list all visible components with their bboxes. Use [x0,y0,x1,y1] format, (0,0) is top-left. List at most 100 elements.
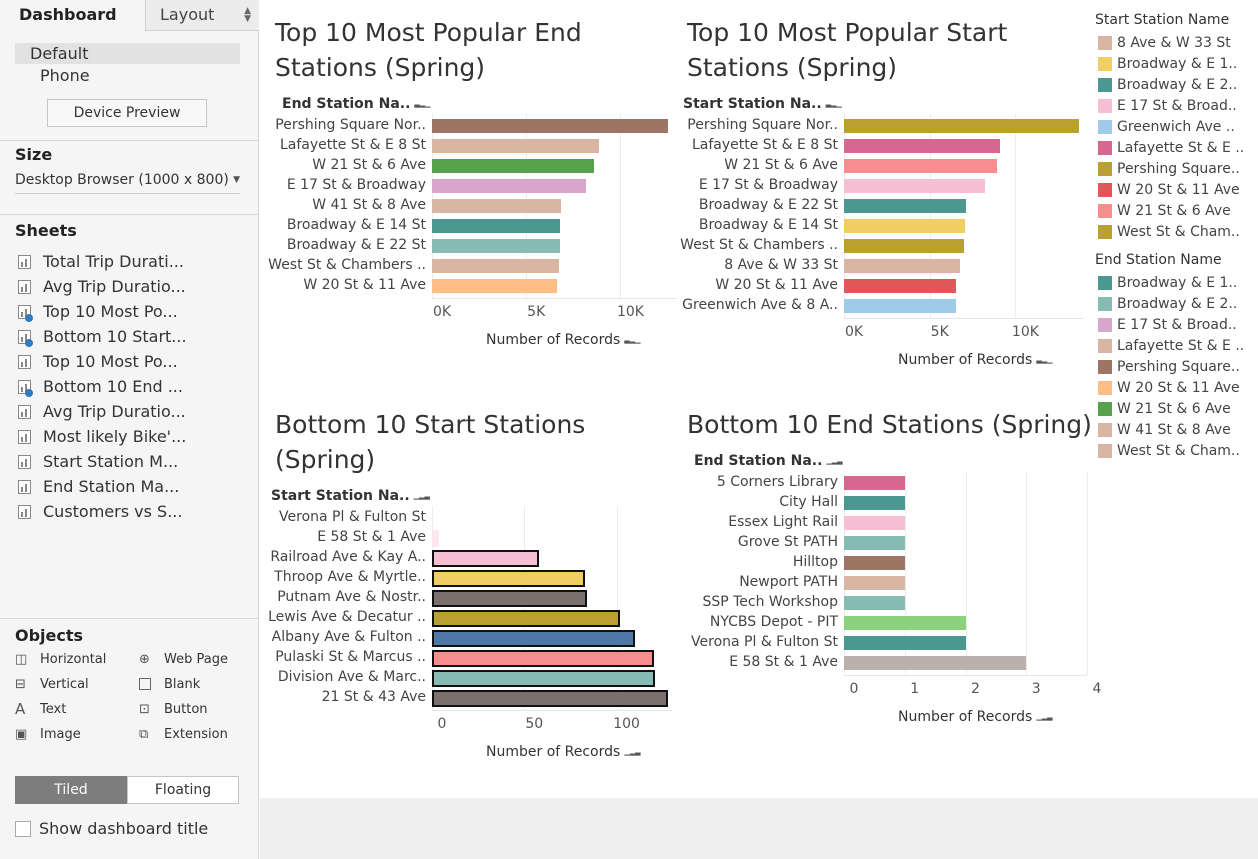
bar[interactable] [432,589,588,607]
bar[interactable] [432,569,586,587]
sort-icon[interactable]: ▃▂▁ [414,100,431,108]
sort-icon[interactable]: ▁▂▃ [1036,713,1053,721]
x-axis-title[interactable]: Number of Records ▁▂▃ [898,709,1052,725]
legend-item[interactable]: W 21 St & 6 Ave [1098,400,1231,418]
field-header[interactable]: End Station Na.. ▁▂▃ [694,453,843,469]
bar[interactable] [432,549,540,567]
bar[interactable] [432,179,586,193]
size-dropdown[interactable]: Desktop Browser (1000 x 800) ▼ [15,172,240,194]
object-text[interactable]: A Text [15,702,66,718]
object-horizontal[interactable]: ◫ Horizontal [15,652,106,667]
sheet-item[interactable]: Top 10 Most Po... [15,352,251,377]
sort-icon[interactable]: ▃▂▁ [825,100,842,108]
bar[interactable] [844,199,966,213]
field-header[interactable]: Start Station Na.. ▃▂▁ [683,96,842,112]
legend-item[interactable]: Lafayette St & E .. [1098,139,1244,157]
legend-item[interactable]: West St & Cham.. [1098,223,1240,241]
bar[interactable] [432,219,560,233]
bar[interactable] [844,179,986,193]
bar[interactable] [844,476,905,490]
bar[interactable] [844,656,1027,670]
field-header[interactable]: Start Station Na.. ▁▂▃ [271,488,430,504]
bar[interactable] [432,649,654,667]
floating-button[interactable]: Floating [127,776,239,804]
tab-dashboard[interactable]: Dashboard [0,0,145,31]
bar[interactable] [844,496,905,510]
bar[interactable] [844,219,965,233]
bar[interactable] [844,536,905,550]
sort-icon[interactable]: ▃▂▁ [624,336,641,344]
sheet-item[interactable]: End Station Ma... [15,477,251,502]
sort-icon[interactable]: ▁▂▃ [624,748,641,756]
sheet-item[interactable]: Total Trip Durati... [15,252,251,277]
legend-item[interactable]: Lafayette St & E .. [1098,337,1244,355]
bar[interactable] [844,556,905,570]
tiled-button[interactable]: Tiled [15,776,127,804]
bar[interactable] [432,199,562,213]
x-axis-title[interactable]: Number of Records ▃▂▁ [486,332,640,348]
legend-item[interactable]: Broadway & E 2.. [1098,76,1237,94]
sheet-item[interactable]: Avg Trip Duratio... [15,277,251,302]
legend-item[interactable]: W 20 St & 11 Ave [1098,379,1240,397]
bar[interactable] [844,516,905,530]
legend-item[interactable]: Pershing Square.. [1098,358,1240,376]
bar[interactable] [844,139,1000,153]
object-button[interactable]: ⊡ Button [139,702,208,717]
legend-item[interactable]: Greenwich Ave .. [1098,118,1235,136]
legend-item[interactable]: E 17 St & Broad.. [1098,316,1237,334]
legend-item[interactable]: Broadway & E 2.. [1098,295,1237,313]
bar[interactable] [432,139,599,153]
sheet-item[interactable]: Bottom 10 End ... [15,377,251,402]
tab-layout[interactable]: Layout ▲ ▼ [145,0,259,31]
bar[interactable] [844,259,961,273]
object-web-page[interactable]: ⊕ Web Page [139,652,228,667]
sheet-item[interactable]: Customers vs S... [15,502,251,527]
object-image[interactable]: ▣ Image [15,727,81,742]
legend-item[interactable]: 8 Ave & W 33 St [1098,34,1231,52]
legend-item[interactable]: Broadway & E 1.. [1098,55,1237,73]
device-phone-item[interactable]: Phone [40,66,90,85]
sheet-item[interactable]: Start Station M... [15,452,251,477]
bar[interactable] [432,689,669,707]
checkbox-icon[interactable] [15,821,31,837]
bar[interactable] [432,259,560,273]
bar[interactable] [844,239,964,253]
bar[interactable] [844,119,1079,133]
bar[interactable] [432,629,636,647]
field-header[interactable]: End Station Na.. ▃▂▁ [282,96,431,112]
sheet-item[interactable]: Bottom 10 Start... [15,327,251,352]
legend-item[interactable]: W 20 St & 11 Ave [1098,181,1240,199]
bar[interactable] [844,636,966,650]
legend-item[interactable]: W 21 St & 6 Ave [1098,202,1231,220]
device-default-item[interactable]: Default [15,43,240,64]
object-vertical[interactable]: ⊟ Vertical [15,677,89,692]
legend-item[interactable]: Broadway & E 1.. [1098,274,1237,292]
legend-item[interactable]: Pershing Square.. [1098,160,1240,178]
bar[interactable] [844,159,998,173]
bar[interactable] [844,279,957,293]
object-blank[interactable]: Blank [139,677,200,692]
bar[interactable] [432,609,621,627]
bar[interactable] [432,119,668,133]
sheet-item[interactable]: Most likely Bike'... [15,427,251,452]
sort-icon[interactable]: ▁▂▃ [413,492,430,500]
bar[interactable] [844,616,966,630]
x-axis-title[interactable]: Number of Records ▁▂▃ [486,744,640,760]
object-extension[interactable]: ⧉ Extension [139,727,228,742]
bar[interactable] [844,576,905,590]
bar[interactable] [844,299,957,313]
device-preview-button[interactable]: Device Preview [47,99,207,127]
show-dashboard-title-checkbox[interactable]: Show dashboard title [15,819,208,838]
bar[interactable] [432,159,595,173]
legend-item[interactable]: West St & Cham.. [1098,442,1240,460]
legend-item[interactable]: W 41 St & 8 Ave [1098,421,1231,439]
sort-icon[interactable]: ▃▂▁ [1036,356,1053,364]
sort-icon[interactable]: ▁▂▃ [826,457,843,465]
bar[interactable] [432,529,440,547]
bar[interactable] [432,669,656,687]
sheet-item[interactable]: Top 10 Most Po... [15,302,251,327]
sheet-item[interactable]: Avg Trip Duratio... [15,402,251,427]
bar[interactable] [432,239,560,253]
bar[interactable] [844,596,905,610]
bar[interactable] [432,279,557,293]
